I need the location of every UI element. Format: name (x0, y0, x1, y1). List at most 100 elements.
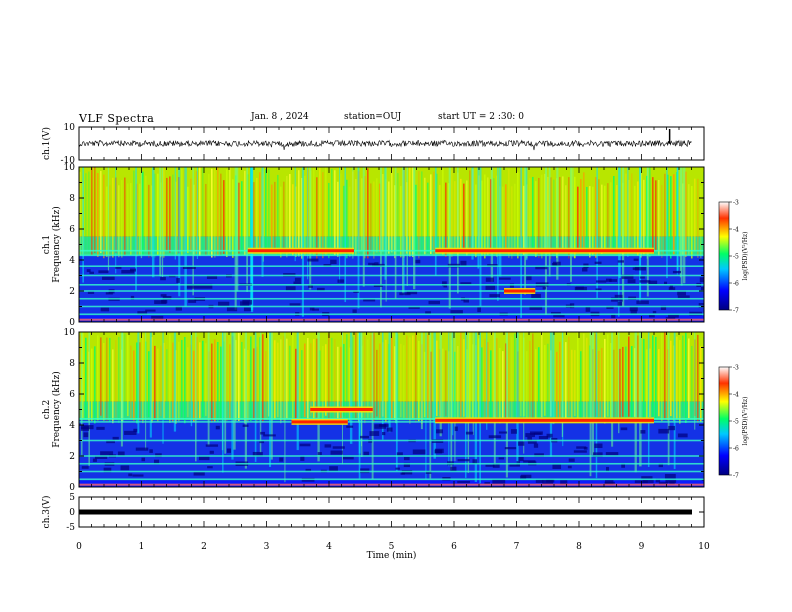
spectrogram-burst (499, 167, 502, 277)
spectrogram-texture (94, 346, 96, 424)
spectrogram-texture (217, 341, 219, 422)
spectrogram-texture (394, 346, 396, 420)
spectrogram-burst (339, 167, 341, 283)
spectrogram-low-patch (317, 452, 322, 455)
spectrogram-texture (568, 177, 570, 259)
spectrogram-burst (178, 167, 181, 297)
spectrogram-burst (474, 332, 478, 483)
x-tick-label: 3 (264, 542, 270, 552)
spectrogram-texture (565, 185, 567, 254)
spectrogram-texture (235, 340, 237, 421)
spectrogram-burst (294, 167, 296, 262)
spectrogram-texture (79, 334, 81, 418)
spectrogram-low-patch (655, 478, 661, 483)
spectrogram-low-patch (329, 466, 338, 472)
spectrogram-texture (304, 175, 306, 256)
spectrogram-low-patch (542, 286, 547, 290)
spectrogram-low-patch (124, 430, 137, 435)
spectrogram-low-patch (145, 309, 156, 312)
spectrogram-texture (442, 168, 444, 255)
spectrogram-low-patch (240, 301, 250, 306)
spectrogram-low-patch (484, 481, 490, 485)
intense-band (435, 249, 654, 253)
spectrogram-burst (403, 167, 405, 296)
spectrogram-low-patch (226, 448, 231, 453)
spectrogram-texture (181, 339, 183, 418)
spectrogram-low-patch (492, 479, 506, 484)
intense-band (247, 249, 354, 253)
spectrogram-texture (172, 174, 174, 255)
spectrogram-low-patch (460, 282, 472, 285)
spectrogram-burst (190, 332, 193, 427)
spectrogram-texture (343, 343, 345, 417)
spectrogram-texture (346, 334, 348, 420)
spectrogram-texture (697, 178, 699, 258)
station-label: station=OUJ (344, 112, 402, 122)
chart-title: VLF Spectra (79, 112, 155, 125)
spectrogram-low-patch (151, 315, 164, 321)
spectrogram-burst (479, 332, 482, 484)
spectrogram-texture (400, 343, 402, 418)
spectrogram-low-patch (648, 314, 655, 318)
spectrogram-low-patch (509, 464, 520, 467)
spectrogram-burst (107, 167, 110, 271)
spectrogram-texture (289, 345, 291, 418)
spectrogram-texture (658, 179, 660, 256)
spectrogram-low-patch (403, 456, 410, 461)
spectrogram-texture (685, 171, 687, 257)
spectrogram-low-patch (457, 459, 470, 462)
spectrogram-texture (187, 347, 189, 418)
spectrogram-texture (238, 182, 240, 254)
spectrogram-low-patch (660, 305, 667, 311)
y-axis-label: ch.1(V) (41, 127, 52, 160)
spectrogram-low-patch (205, 444, 219, 447)
spectrogram-texture (82, 332, 84, 419)
spectrogram-burst (140, 167, 143, 259)
spectrogram-texture (286, 338, 288, 419)
spectrogram-burst (236, 167, 239, 292)
spectrogram-texture (322, 172, 324, 259)
spectrogram-burst (450, 332, 453, 471)
x-tick-label: 9 (639, 542, 645, 552)
colorbar-tick-label: -7 (733, 473, 739, 480)
spectrogram-burst (647, 332, 650, 467)
spectrogram-texture (334, 170, 336, 256)
spectrogram-low-patch (425, 311, 432, 314)
spectrogram-texture (649, 348, 651, 418)
spectrogram-texture (331, 168, 333, 256)
spectrogram-texture (214, 168, 216, 258)
spectrogram-texture (535, 349, 537, 423)
spectrogram-texture (637, 335, 639, 419)
spectrogram-texture (112, 177, 114, 258)
spectrogram-burst (639, 167, 642, 298)
spectrogram-low-patch (677, 295, 690, 299)
spectrogram-burst (344, 167, 347, 303)
spectrogram-texture (106, 186, 108, 257)
spectrogram-texture (178, 341, 180, 422)
spectrogram-low-patch (98, 270, 109, 274)
spectrogram-texture (316, 338, 318, 418)
spectrogram-texture (670, 340, 672, 417)
spectrogram-texture (430, 174, 432, 255)
spectrogram-low-patch (294, 277, 301, 282)
intense-band (504, 289, 536, 293)
spectrogram-burst (394, 167, 397, 299)
spectrogram-texture (493, 178, 495, 255)
spectrogram-texture (97, 173, 99, 257)
spectrogram-texture (292, 332, 294, 420)
spectrogram-texture (631, 173, 633, 253)
spectrogram-texture (694, 178, 696, 252)
spectrogram-low-patch (162, 295, 172, 300)
spectrogram-low-patch (312, 308, 320, 311)
spectrogram-low-patch (309, 307, 315, 311)
spectrogram-low-patch (188, 299, 197, 303)
spectrogram-texture (517, 171, 519, 259)
spectrogram-texture (259, 172, 261, 252)
spectrogram-low-patch (132, 474, 144, 477)
spectrogram-low-patch (137, 311, 148, 315)
spectrogram-low-patch (633, 258, 639, 261)
spectrogram-burst (224, 332, 227, 454)
spectrogram-burst (149, 332, 152, 438)
spectrogram-low-patch (665, 317, 676, 320)
